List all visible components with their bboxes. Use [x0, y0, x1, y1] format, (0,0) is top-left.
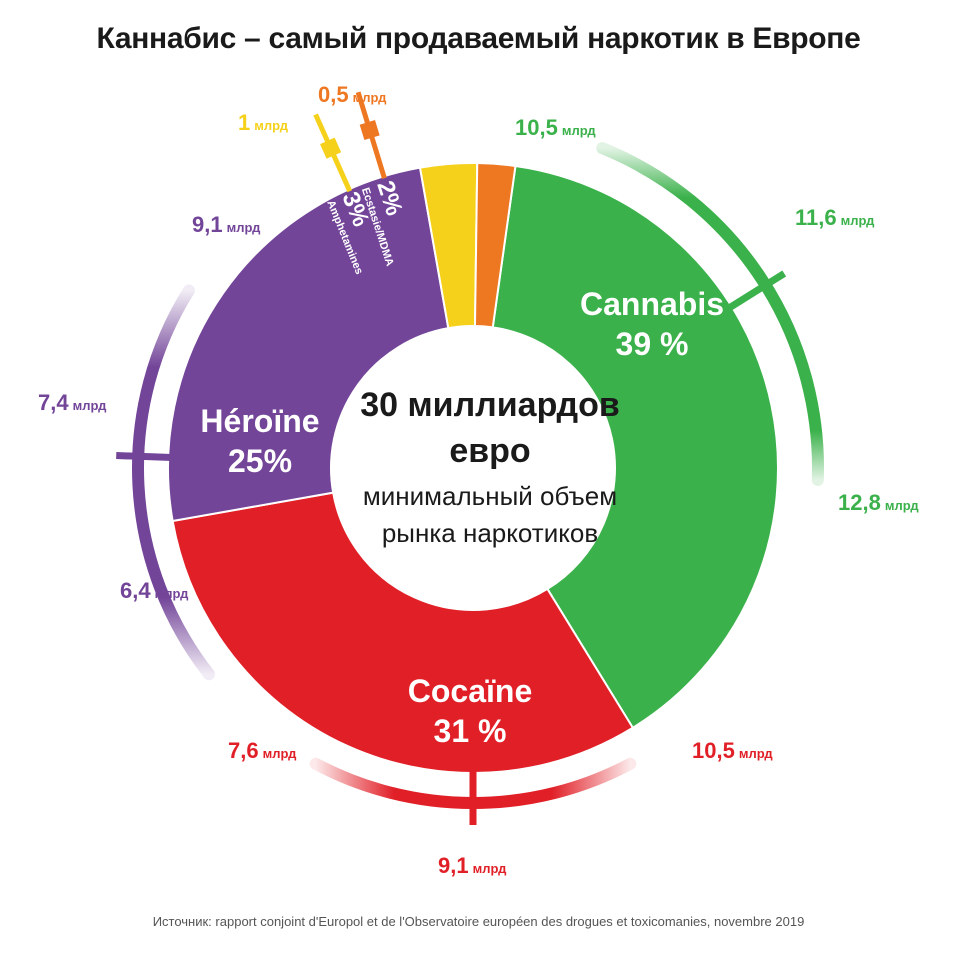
range-label-cannabis-high: 12,8 млрд	[838, 490, 919, 515]
range-unit-cannabis-high: млрд	[885, 498, 919, 513]
range-value-cannabis-low: 10,5	[515, 115, 558, 140]
range-label-cocaine-low: 7,6 млрд	[228, 738, 297, 763]
range-unit-heroine-low: млрд	[155, 586, 189, 601]
slice-name-heroine: Héroïne	[200, 403, 319, 439]
range-marker-ecstasy	[359, 120, 380, 141]
slice-label-cocaine: Cocaïne 31 %	[408, 673, 532, 749]
range-label-heroine-mid: 7,4 млрд	[38, 390, 107, 415]
range-unit-cocaine-low: млрд	[263, 746, 297, 761]
range-unit-heroine-mid: млрд	[73, 398, 107, 413]
source-text: rapport conjoint d'Europol et de l'Obser…	[215, 914, 805, 929]
range-unit-amphetamines-mid: млрд	[254, 118, 288, 133]
slice-percent-cocaine: 31 %	[434, 713, 507, 749]
center-summary: 30 миллиардов евро минимальный объем рын…	[360, 386, 620, 548]
range-value-heroine-high: 9,1	[192, 212, 223, 237]
range-arc-heroine	[132, 284, 216, 681]
range-value-cocaine-high: 10,5	[692, 738, 735, 763]
range-marker-amphetamines	[320, 137, 342, 159]
range-unit-cannabis-mid: млрд	[841, 213, 875, 228]
range-unit-cocaine-high: млрд	[739, 746, 773, 761]
source-note: Источник: rapport conjoint d'Europol et …	[0, 914, 957, 929]
slice-name-cannabis: Cannabis	[580, 286, 724, 322]
range-value-cannabis-high: 12,8	[838, 490, 881, 515]
center-currency: евро	[449, 432, 530, 470]
range-label-amphetamines-mid: 1 млрд	[238, 110, 289, 135]
range-unit-cannabis-low: млрд	[562, 123, 596, 138]
center-caption-line1: минимальный объем	[363, 481, 617, 511]
range-label-cannabis-low: 10,5 млрд	[515, 115, 596, 140]
center-total: 30 миллиардов	[360, 386, 620, 424]
range-value-ecstasy-mid: 0,5	[318, 82, 349, 107]
slice-label-heroine: Héroïne 25%	[200, 403, 319, 479]
range-value-amphetamines-mid: 1	[238, 110, 250, 135]
range-value-heroine-low: 6,4	[120, 578, 151, 603]
slice-percent-heroine: 25%	[228, 443, 292, 479]
range-tick-cannabis	[726, 270, 787, 312]
slice-heroine	[167, 166, 450, 523]
center-caption-line2: рынка наркотиков	[382, 518, 598, 548]
source-prefix: Источник:	[152, 914, 216, 929]
slice-percent-cannabis: 39 %	[616, 326, 689, 362]
range-label-ecstasy-mid: 0,5 млрд	[318, 82, 387, 107]
range-tick-heroine	[116, 452, 173, 461]
slice-ecstasy	[473, 162, 517, 329]
range-value-heroine-mid: 7,4	[38, 390, 69, 415]
range-unit-ecstasy-mid: млрд	[353, 90, 387, 105]
chart-title: Каннабис – самый продаваемый наркотик в …	[96, 22, 861, 55]
range-label-cannabis-mid: 11,6 млрд	[795, 205, 875, 230]
range-value-cannabis-mid: 11,6	[795, 205, 837, 230]
range-label-cocaine-mid: 9,1 млрд	[438, 853, 507, 878]
slice-label-cannabis: Cannabis 39 %	[580, 286, 724, 362]
slice-cannabis	[491, 164, 779, 730]
range-value-cocaine-mid: 9,1	[438, 853, 469, 878]
slice-name-cocaine: Cocaïne	[408, 673, 532, 709]
range-unit-heroine-high: млрд	[227, 220, 261, 235]
range-arc-cannabis	[596, 142, 824, 487]
range-label-heroine-low: 6,4 млрд	[120, 578, 189, 603]
range-label-heroine-high: 9,1 млрд	[192, 212, 261, 237]
range-unit-cocaine-mid: млрд	[473, 861, 507, 876]
range-value-cocaine-low: 7,6	[228, 738, 259, 763]
range-label-cocaine-high: 10,5 млрд	[692, 738, 773, 763]
